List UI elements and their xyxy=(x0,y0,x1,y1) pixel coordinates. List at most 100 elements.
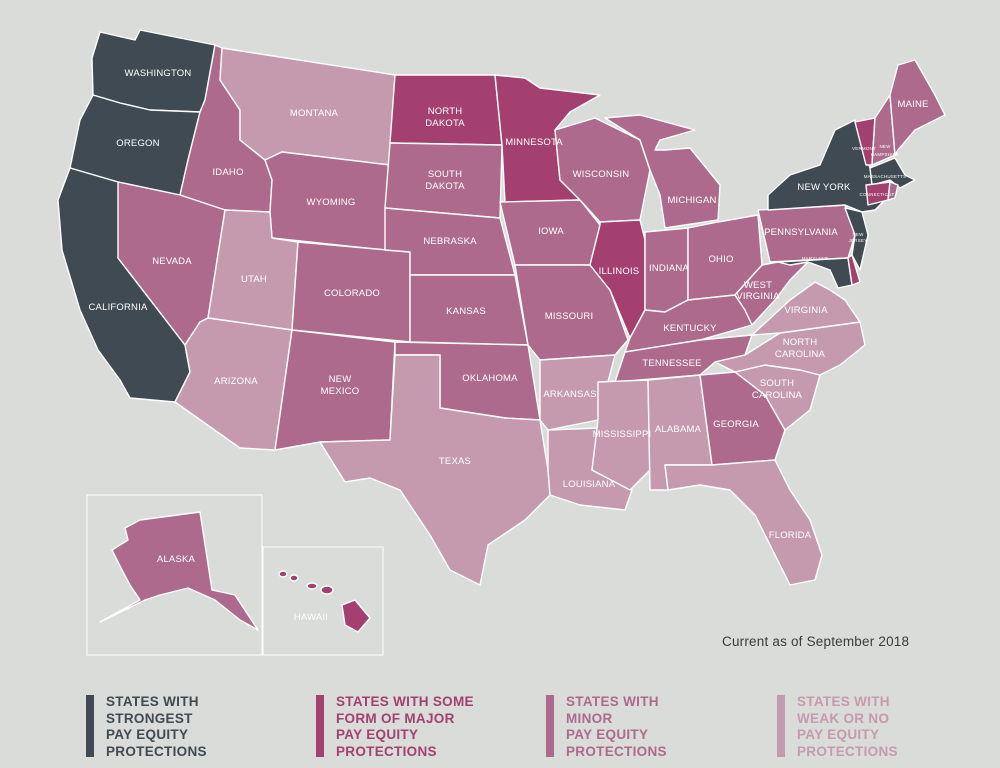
legend-line: STATES WITH xyxy=(797,694,890,709)
label-wa: WASHINGTON xyxy=(125,68,192,79)
state-michigan[interactable] xyxy=(604,114,721,229)
label-la: LOUISIANA xyxy=(563,479,616,490)
label-tx: TEXAS xyxy=(439,456,471,467)
label-nv: NEVADA xyxy=(152,256,192,267)
alaska-inset-frame xyxy=(86,494,263,656)
legend-line: MINOR xyxy=(566,710,613,726)
label-or: OREGON xyxy=(116,138,159,149)
label-id: IDAHO xyxy=(212,167,243,178)
legend-line: STATES WITH xyxy=(106,694,199,709)
state-florida[interactable] xyxy=(664,459,823,586)
legend-line: PAY EQUITY xyxy=(106,727,189,742)
label-ne: NEBRASKA xyxy=(423,236,477,247)
label-vt: VERMONT xyxy=(852,146,876,151)
legend-line: PAY EQUITY xyxy=(336,727,419,742)
state-delaware[interactable] xyxy=(847,254,861,286)
label-nc1: NORTH xyxy=(783,337,818,348)
legend-line: WEAK OR NO xyxy=(797,710,890,726)
legend-line: STRONGEST xyxy=(106,710,193,726)
label-az: ARIZONA xyxy=(214,376,258,387)
legend-swatch-major xyxy=(316,695,324,757)
label-hi: HAWAII xyxy=(294,612,328,623)
state-alaska[interactable] xyxy=(99,511,259,631)
label-nj1: NEW xyxy=(852,232,864,237)
legend-label-major: STATES WITH SOME FORM OF MAJOR PAY EQUIT… xyxy=(336,694,506,760)
label-ok: OKLAHOMA xyxy=(462,373,518,384)
label-in: INDIANA xyxy=(649,263,689,274)
label-wi: WISCONSIN xyxy=(573,169,630,180)
label-mn: MINNESOTA xyxy=(505,137,563,148)
legend-line: PROTECTIONS xyxy=(797,743,898,759)
label-me: MAINE xyxy=(897,99,928,110)
label-ak: ALASKA xyxy=(157,554,196,565)
label-ca: CALIFORNIA xyxy=(88,302,147,313)
label-wy: WYOMING xyxy=(307,197,356,208)
label-il: ILLINOIS xyxy=(599,266,640,277)
legend-strongest: STATES WITH STRONGEST PAY EQUITY PROTECT… xyxy=(86,694,276,760)
label-mt: MONTANA xyxy=(290,108,339,119)
state-virginia[interactable] xyxy=(751,281,861,336)
label-ms: MISSISSIPPI xyxy=(593,429,652,440)
label-nc2: CAROLINA xyxy=(775,349,826,360)
label-sd1: SOUTH xyxy=(428,169,462,180)
us-pay-equity-map: WASHINGTON OREGON CALIFORNIA IDAHO NEVAD… xyxy=(57,29,946,656)
legend-weak: STATES WITH WEAK OR NO PAY EQUITY PROTEC… xyxy=(777,694,967,760)
date-note: Current as of September 2018 xyxy=(722,634,910,649)
label-sd2: DAKOTA xyxy=(425,181,465,192)
state-labels: WASHINGTON OREGON CALIFORNIA IDAHO NEVAD… xyxy=(88,68,928,623)
legend-line: PROTECTIONS xyxy=(106,743,207,759)
label-ma: MASSACHUSETTS xyxy=(864,174,907,179)
legend-label-minor: STATES WITH MINOR PAY EQUITY PROTECTIONS xyxy=(566,694,736,760)
legend-line: PAY EQUITY xyxy=(797,727,880,742)
label-va: VIRGINIA xyxy=(784,305,828,316)
label-ar: ARKANSAS xyxy=(543,389,596,400)
state-texas[interactable] xyxy=(319,354,551,586)
legend-line: STATES WITH xyxy=(566,694,659,709)
state-west-virginia[interactable] xyxy=(734,261,809,326)
legend-line: FORM OF MAJOR xyxy=(336,710,455,726)
state-maine[interactable] xyxy=(889,59,946,156)
legend-swatch-strongest xyxy=(86,695,94,757)
label-nm1: NEW xyxy=(329,374,352,385)
label-sc2: CAROLINA xyxy=(752,390,803,401)
legend-line: STATES WITH SOME xyxy=(336,694,474,709)
legend-line: PAY EQUITY xyxy=(566,727,649,742)
label-md: MARYLAND xyxy=(802,256,829,261)
label-ny: NEW YORK xyxy=(797,182,851,193)
legend-minor: STATES WITH MINOR PAY EQUITY PROTECTIONS xyxy=(546,694,736,760)
label-nd1: NORTH xyxy=(428,106,463,117)
label-fl: FLORIDA xyxy=(769,530,812,541)
label-nh2: HAMPSHIRE xyxy=(871,152,900,157)
label-ga: GEORGIA xyxy=(713,419,759,430)
label-sc1: SOUTH xyxy=(760,378,794,389)
state-arkansas[interactable] xyxy=(539,354,616,431)
label-nm2: MEXICO xyxy=(321,386,360,397)
label-ut: UTAH xyxy=(241,274,267,285)
state-rhode-island[interactable] xyxy=(887,181,899,201)
label-nd2: DAKOTA xyxy=(425,118,465,129)
legend-major: STATES WITH SOME FORM OF MAJOR PAY EQUIT… xyxy=(316,694,506,760)
label-pa: PENNSYLVANIA xyxy=(764,227,838,238)
label-nh1: NEW xyxy=(879,144,891,149)
label-ia: IOWA xyxy=(538,226,564,237)
label-wv2: VIRGINIA xyxy=(736,291,780,302)
label-wv1: WEST xyxy=(744,280,772,291)
label-oh: OHIO xyxy=(708,254,733,265)
legend-swatch-weak xyxy=(777,695,785,757)
legend-label-strongest: STATES WITH STRONGEST PAY EQUITY PROTECT… xyxy=(106,694,276,760)
label-mi: MICHIGAN xyxy=(667,195,716,206)
legend-swatch-minor xyxy=(546,695,554,757)
legend-label-weak: STATES WITH WEAK OR NO PAY EQUITY PROTEC… xyxy=(797,694,967,760)
label-nj2: JERSEY xyxy=(849,238,868,243)
hawaii-inset-frame xyxy=(262,546,384,656)
label-ks: KANSAS xyxy=(446,306,486,317)
label-co: COLORADO xyxy=(324,288,380,299)
legend-line: PROTECTIONS xyxy=(566,743,667,759)
label-ct: CONNECTICUT xyxy=(860,192,895,197)
label-mo: MISSOURI xyxy=(545,311,594,322)
legend-line: PROTECTIONS xyxy=(336,743,437,759)
label-tn: TENNESSEE xyxy=(642,358,701,369)
state-hawaii[interactable] xyxy=(278,570,371,633)
label-ky: KENTUCKY xyxy=(663,323,717,334)
label-al: ALABAMA xyxy=(655,424,702,435)
